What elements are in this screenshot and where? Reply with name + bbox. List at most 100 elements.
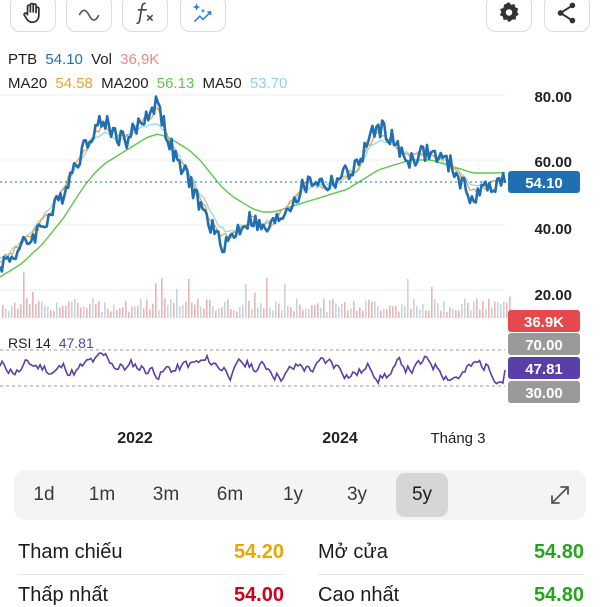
volume-bar bbox=[179, 306, 181, 318]
volume-bar bbox=[293, 311, 295, 318]
legend-ma50-label: MA50 bbox=[203, 75, 242, 92]
period-1d[interactable]: 1d bbox=[33, 484, 55, 505]
period-selector: 1d 1m 3m 6m 1y 3y 5y bbox=[14, 470, 586, 520]
volume-bar bbox=[188, 279, 190, 318]
series-line-ma200 bbox=[0, 133, 506, 278]
volume-bar bbox=[92, 298, 94, 318]
volume-bar bbox=[443, 301, 445, 318]
period-3m[interactable]: 3m bbox=[152, 484, 180, 505]
volume-bar bbox=[476, 298, 478, 318]
volume-bar bbox=[485, 308, 487, 318]
volume-bar bbox=[191, 302, 193, 318]
rsi-current-badge bbox=[508, 357, 580, 379]
volume-bar bbox=[395, 305, 397, 318]
price-badge-text: 54.10 bbox=[525, 175, 563, 192]
chart-grid bbox=[0, 94, 505, 291]
volume-bar bbox=[71, 301, 73, 318]
period-3y[interactable]: 3y bbox=[346, 484, 368, 505]
volume-bar bbox=[422, 303, 424, 318]
volume-bar bbox=[359, 307, 361, 318]
volume-bar bbox=[20, 304, 22, 318]
volume-bar bbox=[326, 312, 328, 318]
volume-bar bbox=[482, 300, 484, 318]
stat-value-low: 54.00 bbox=[233, 584, 284, 606]
volume-bar bbox=[479, 309, 481, 318]
volume-bar bbox=[65, 305, 67, 318]
trendline-tool-button[interactable] bbox=[66, 0, 112, 32]
volume-bar bbox=[305, 308, 307, 318]
period-6m[interactable]: 6m bbox=[216, 484, 244, 505]
volume-bar bbox=[284, 283, 286, 318]
magic-tool-button[interactable] bbox=[180, 0, 226, 32]
time-label: 2024 bbox=[322, 430, 358, 447]
volume-bar bbox=[11, 306, 13, 318]
legend-line2: MA20 54.58 MA200 56.13 MA50 53.70 bbox=[8, 75, 287, 92]
volume-bar bbox=[377, 306, 379, 318]
price-tick: 40.00 bbox=[534, 221, 572, 238]
volume-bar bbox=[131, 306, 133, 318]
volume-bar bbox=[98, 300, 100, 318]
volume-bar bbox=[452, 308, 454, 318]
volume-bar bbox=[434, 299, 436, 318]
volume-bar bbox=[341, 303, 343, 318]
function-icon bbox=[136, 2, 154, 25]
volume-bar bbox=[74, 299, 76, 318]
stat-divider bbox=[318, 574, 584, 575]
volume-bar bbox=[329, 300, 331, 318]
expand-icon[interactable] bbox=[544, 481, 576, 509]
volume-bar bbox=[68, 301, 70, 318]
volume-bar bbox=[467, 302, 469, 318]
volume-bar bbox=[275, 301, 277, 318]
volume-bar bbox=[308, 309, 310, 318]
legend-ma20-value: 54.58 bbox=[55, 75, 93, 92]
stat-label-reference: Tham chiếu bbox=[18, 541, 123, 563]
period-1m[interactable]: 1m bbox=[88, 484, 116, 505]
volume-bar bbox=[158, 310, 160, 318]
stat-divider bbox=[18, 574, 284, 575]
volume-bar bbox=[428, 310, 430, 318]
legend-vol-value: 36,9K bbox=[120, 51, 159, 68]
volume-bar bbox=[182, 305, 184, 318]
volume-bar bbox=[398, 311, 400, 318]
hand-tool-button[interactable] bbox=[10, 0, 56, 32]
volume-bar bbox=[404, 306, 406, 318]
rsi-lower-badge-text: 30.00 bbox=[525, 385, 563, 402]
volume-bar bbox=[77, 303, 79, 318]
settings-button[interactable] bbox=[486, 0, 532, 32]
volume-bar bbox=[425, 310, 427, 318]
legend-ma50-value: 53.70 bbox=[250, 75, 288, 92]
share-button[interactable] bbox=[544, 0, 590, 32]
price-badge bbox=[508, 171, 580, 193]
volume-bar bbox=[416, 306, 418, 318]
volume-bar bbox=[176, 288, 178, 318]
volume-bar bbox=[503, 301, 505, 318]
volume-bar bbox=[95, 303, 97, 318]
price-tick: 80.00 bbox=[534, 89, 572, 106]
period-1y[interactable]: 1y bbox=[282, 484, 304, 505]
sparkle-chart-icon bbox=[192, 3, 212, 23]
rsi-line bbox=[0, 352, 506, 386]
volume-bar bbox=[446, 311, 448, 318]
price-chart[interactable]: PTB 54.10 Vol 36,9K MA20 54.58 MA200 56.… bbox=[0, 40, 600, 460]
volume-bar bbox=[278, 303, 280, 318]
period-5y[interactable]: 5y bbox=[396, 473, 448, 517]
volume-bar bbox=[149, 309, 151, 318]
volume-bar bbox=[290, 307, 292, 318]
indicator-button[interactable] bbox=[122, 0, 168, 32]
series-line-ptb bbox=[0, 95, 507, 273]
volume-bar bbox=[461, 304, 463, 318]
volume-bar bbox=[440, 310, 442, 318]
volume-bar bbox=[320, 307, 322, 318]
volume-bar bbox=[506, 302, 508, 318]
volume-bar bbox=[110, 311, 112, 318]
volume-bar bbox=[314, 305, 316, 318]
legend-vol-label: Vol bbox=[91, 51, 112, 68]
volume-bar bbox=[80, 307, 82, 318]
volume-bar bbox=[332, 299, 334, 318]
stat-value-open: 54.80 bbox=[533, 541, 584, 563]
time-label: Tháng 3 bbox=[430, 430, 485, 447]
volume-bar bbox=[155, 283, 157, 318]
rsi-legend: RSI 14 47.81 bbox=[8, 335, 94, 351]
volume-bar bbox=[227, 299, 229, 318]
volume-bars bbox=[2, 272, 511, 318]
